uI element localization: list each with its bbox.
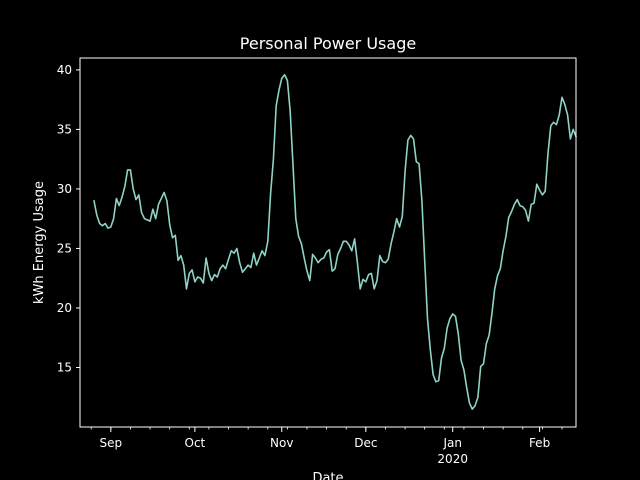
y-tick-label: 15	[57, 360, 72, 374]
x-tick-year-label: 2020	[437, 452, 468, 466]
x-tick-label: Feb	[529, 436, 550, 450]
y-tick-label: 30	[57, 182, 72, 196]
axes-frame	[79, 57, 577, 428]
energy-usage-line	[93, 73, 577, 410]
y-tick-label: 20	[57, 301, 72, 315]
x-tick-label: Sep	[100, 436, 123, 450]
x-tick-label: Dec	[354, 436, 377, 450]
x-axis-label: Date	[312, 471, 343, 480]
y-axis-ticks: 15 20 25 30 35 40	[57, 63, 80, 374]
x-axis-ticks: Sep Oct Nov Dec Jan 2020 Feb	[90, 427, 563, 466]
y-axis-label: kWh Energy Usage	[32, 181, 47, 304]
y-tick-label: 25	[57, 241, 72, 255]
x-tick-label: Nov	[270, 436, 293, 450]
x-tick-label: Oct	[185, 436, 206, 450]
y-tick-label: 35	[57, 122, 72, 136]
y-tick-label: 40	[57, 63, 72, 77]
x-tick-label: Jan	[442, 436, 462, 450]
plot-area	[93, 73, 577, 410]
chart-title: Personal Power Usage	[240, 34, 416, 53]
